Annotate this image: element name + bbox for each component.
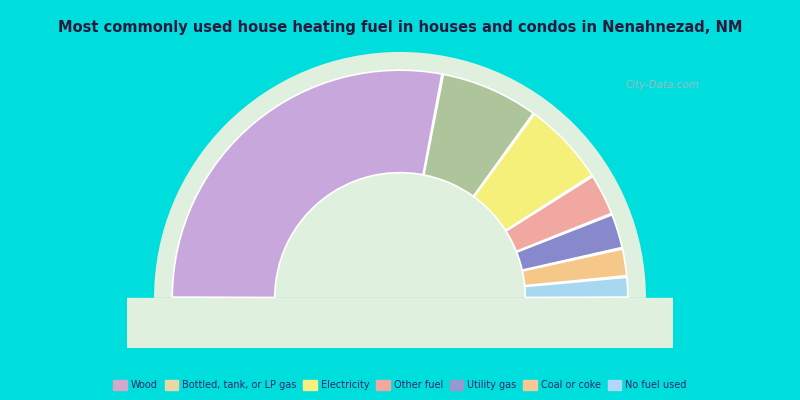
Wedge shape [517, 215, 622, 270]
Wedge shape [474, 114, 592, 230]
Wedge shape [522, 249, 626, 286]
Wedge shape [154, 52, 646, 298]
Wedge shape [525, 277, 628, 298]
Wedge shape [506, 176, 611, 251]
Text: City-Data.com: City-Data.com [626, 80, 700, 90]
Legend: Wood, Bottled, tank, or LP gas, Electricity, Other fuel, Utility gas, Coal or co: Wood, Bottled, tank, or LP gas, Electric… [110, 377, 690, 393]
Wedge shape [172, 70, 442, 298]
Bar [109, 298, 691, 348]
Text: Most commonly used house heating fuel in houses and condos in Nenahnezad, NM: Most commonly used house heating fuel in… [58, 20, 742, 35]
Wedge shape [424, 74, 534, 196]
